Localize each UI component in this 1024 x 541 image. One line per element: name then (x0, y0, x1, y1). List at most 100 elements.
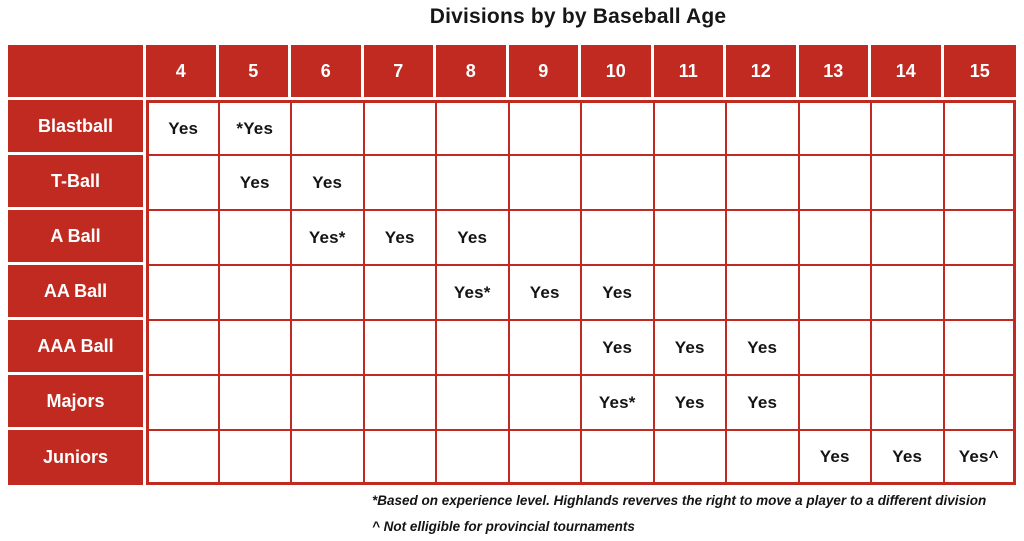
cell-t-ball-age-12 (726, 155, 799, 210)
cell-aa-ball-age-5 (218, 265, 291, 320)
cell-aa-ball-age-8: Yes* (436, 265, 509, 320)
division-label-juniors: Juniors (8, 430, 146, 485)
cell-juniors-age-8 (436, 430, 509, 485)
cell-majors-age-14 (871, 375, 944, 430)
cell-majors-age-13 (798, 375, 871, 430)
cell-a-ball-age-14 (871, 210, 944, 265)
cell-a-ball-age-5 (218, 210, 291, 265)
cell-majors-age-8 (436, 375, 509, 430)
age-header-5: 5 (218, 45, 291, 100)
age-header-14: 14 (871, 45, 944, 100)
footnote-experience-level: *Based on experience level. Highlands re… (372, 493, 987, 508)
footnotes: *Based on experience level. Highlands re… (372, 488, 986, 540)
cell-t-ball-age-5: Yes (218, 155, 291, 210)
cell-a-ball-age-8: Yes (436, 210, 509, 265)
cell-majors-age-11: Yes (653, 375, 726, 430)
cell-blastball-age-13 (798, 100, 871, 155)
cell-blastball-age-14 (871, 100, 944, 155)
divisions-age-table: 4 5 6 7 8 9 10 11 12 13 14 15 Blastball Yes *Yes T-Ball… (8, 45, 1016, 485)
division-label-majors: Majors (8, 375, 146, 430)
cell-majors-age-4 (146, 375, 219, 430)
cell-aaa-ball-age-11: Yes (653, 320, 726, 375)
age-header-4: 4 (146, 45, 219, 100)
division-label-blastball: Blastball (8, 100, 146, 155)
cell-aaa-ball-age-4 (146, 320, 219, 375)
division-label-a-ball: A Ball (8, 210, 146, 265)
cell-a-ball-age-10 (581, 210, 654, 265)
cell-aa-ball-age-15 (943, 265, 1016, 320)
cell-t-ball-age-9 (508, 155, 581, 210)
cell-blastball-age-6 (291, 100, 364, 155)
age-header-7: 7 (363, 45, 436, 100)
footnote-provincial-tournaments: ^ Not elligible for provincial tournamen… (372, 519, 635, 534)
cell-aaa-ball-age-8 (436, 320, 509, 375)
cell-majors-age-10: Yes* (581, 375, 654, 430)
cell-majors-age-12: Yes (726, 375, 799, 430)
cell-majors-age-9 (508, 375, 581, 430)
corner-cell (8, 45, 146, 100)
cell-aaa-ball-age-6 (291, 320, 364, 375)
cell-aaa-ball-age-10: Yes (581, 320, 654, 375)
cell-juniors-age-9 (508, 430, 581, 485)
cell-juniors-age-7 (363, 430, 436, 485)
age-header-13: 13 (798, 45, 871, 100)
cell-blastball-age-8 (436, 100, 509, 155)
cell-aa-ball-age-13 (798, 265, 871, 320)
age-header-6: 6 (291, 45, 364, 100)
cell-majors-age-5 (218, 375, 291, 430)
cell-majors-age-6 (291, 375, 364, 430)
cell-a-ball-age-9 (508, 210, 581, 265)
age-header-11: 11 (653, 45, 726, 100)
cell-t-ball-age-10 (581, 155, 654, 210)
cell-aa-ball-age-4 (146, 265, 219, 320)
cell-juniors-age-13: Yes (798, 430, 871, 485)
age-header-9: 9 (508, 45, 581, 100)
cell-t-ball-age-11 (653, 155, 726, 210)
division-label-aaa-ball: AAA Ball (8, 320, 146, 375)
cell-t-ball-age-4 (146, 155, 219, 210)
cell-a-ball-age-13 (798, 210, 871, 265)
cell-juniors-age-5 (218, 430, 291, 485)
age-header-12: 12 (726, 45, 799, 100)
division-label-t-ball: T-Ball (8, 155, 146, 210)
cell-t-ball-age-8 (436, 155, 509, 210)
cell-juniors-age-10 (581, 430, 654, 485)
cell-blastball-age-9 (508, 100, 581, 155)
cell-blastball-age-7 (363, 100, 436, 155)
cell-majors-age-15 (943, 375, 1016, 430)
cell-aa-ball-age-14 (871, 265, 944, 320)
age-header-10: 10 (581, 45, 654, 100)
cell-juniors-age-12 (726, 430, 799, 485)
division-label-aa-ball: AA Ball (8, 265, 146, 320)
cell-a-ball-age-12 (726, 210, 799, 265)
cell-juniors-age-11 (653, 430, 726, 485)
cell-aa-ball-age-9: Yes (508, 265, 581, 320)
cell-t-ball-age-14 (871, 155, 944, 210)
cell-juniors-age-15: Yes^ (943, 430, 1016, 485)
cell-juniors-age-4 (146, 430, 219, 485)
cell-aa-ball-age-6 (291, 265, 364, 320)
cell-blastball-age-5: *Yes (218, 100, 291, 155)
cell-aaa-ball-age-15 (943, 320, 1016, 375)
cell-majors-age-7 (363, 375, 436, 430)
age-header-15: 15 (943, 45, 1016, 100)
cell-a-ball-age-15 (943, 210, 1016, 265)
cell-t-ball-age-6: Yes (291, 155, 364, 210)
cell-a-ball-age-4 (146, 210, 219, 265)
cell-aa-ball-age-12 (726, 265, 799, 320)
page-title: Divisions by by Baseball Age (429, 5, 727, 28)
cell-aaa-ball-age-14 (871, 320, 944, 375)
cell-a-ball-age-6: Yes* (291, 210, 364, 265)
cell-a-ball-age-11 (653, 210, 726, 265)
cell-aa-ball-age-7 (363, 265, 436, 320)
cell-t-ball-age-15 (943, 155, 1016, 210)
cell-aaa-ball-age-7 (363, 320, 436, 375)
cell-aaa-ball-age-9 (508, 320, 581, 375)
cell-blastball-age-11 (653, 100, 726, 155)
cell-t-ball-age-7 (363, 155, 436, 210)
cell-blastball-age-4: Yes (146, 100, 219, 155)
cell-blastball-age-12 (726, 100, 799, 155)
cell-aa-ball-age-10: Yes (581, 265, 654, 320)
cell-aaa-ball-age-5 (218, 320, 291, 375)
cell-aaa-ball-age-12: Yes (726, 320, 799, 375)
